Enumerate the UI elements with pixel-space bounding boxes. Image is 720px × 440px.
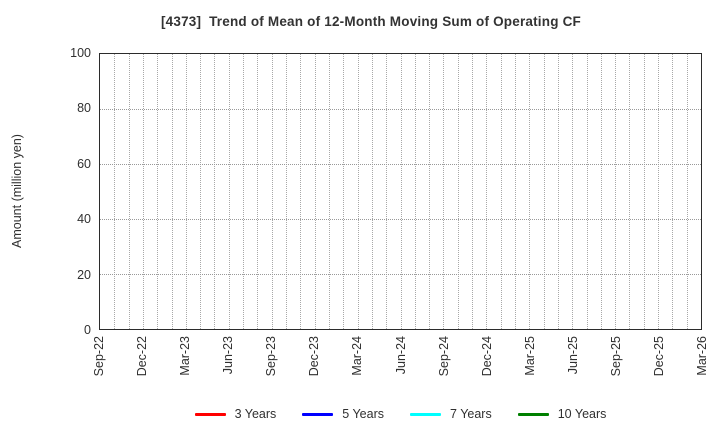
vertical-gridline: [314, 54, 316, 329]
vertical-gridline: [171, 54, 173, 329]
y-tick-label: 80: [77, 101, 91, 116]
y-tick-label: 20: [77, 267, 91, 282]
vertical-gridline: [386, 54, 388, 329]
legend-label: 10 Years: [557, 407, 607, 421]
legend: 3 Years 5 Years 7 Years 10 Years: [99, 404, 702, 424]
horizontal-gridline: [100, 274, 701, 275]
vertical-gridline: [643, 54, 645, 329]
y-tick-label: 40: [77, 212, 91, 227]
vertical-gridline: [586, 54, 588, 329]
vertical-gridline: [615, 54, 617, 329]
y-tick-label: 60: [77, 156, 91, 171]
horizontal-gridline: [100, 219, 701, 220]
y-tick-label: 0: [84, 323, 91, 337]
vertical-gridline: [557, 54, 559, 329]
vertical-gridline: [128, 54, 130, 329]
vertical-gridline: [429, 54, 431, 329]
vertical-gridline: [658, 54, 660, 329]
vertical-gridline: [472, 54, 474, 329]
x-tick-label: Mar-26: [695, 336, 709, 376]
legend-line-swatch: [410, 412, 442, 416]
x-tick-label: Jun-25: [565, 336, 580, 375]
vertical-gridline: [672, 54, 674, 329]
vertical-gridline: [157, 54, 159, 329]
vertical-gridline: [400, 54, 402, 329]
x-tick-label: Sep-24: [436, 336, 451, 377]
vertical-gridline: [228, 54, 230, 329]
vertical-gridline: [514, 54, 516, 329]
legend-line-swatch: [517, 412, 549, 416]
vertical-gridline: [271, 54, 273, 329]
vertical-gridline: [214, 54, 216, 329]
x-tick-label: Mar-23: [178, 336, 193, 376]
y-tick-label: 100: [70, 46, 91, 60]
vertical-gridline: [600, 54, 602, 329]
legend-line-swatch: [302, 412, 334, 416]
x-tick-label: Dec-23: [307, 336, 322, 377]
vertical-gridline: [443, 54, 445, 329]
chart-title: [4373] Trend of Mean of 12-Month Moving …: [160, 14, 581, 29]
vertical-gridline: [371, 54, 373, 329]
vertical-gridline: [686, 54, 688, 329]
vertical-gridline: [572, 54, 574, 329]
grid-layer: [100, 54, 701, 329]
x-tick-label: Sep-25: [608, 336, 623, 377]
vertical-gridline: [142, 54, 144, 329]
y-axis-label: Amount (million yen): [10, 134, 24, 248]
vertical-gridline: [500, 54, 502, 329]
legend-item: 3 Years: [194, 406, 277, 422]
vertical-gridline: [114, 54, 116, 329]
vertical-gridline: [328, 54, 330, 329]
vertical-gridline: [300, 54, 302, 329]
legend-label: 5 Years: [342, 407, 385, 421]
horizontal-gridline: [100, 164, 701, 165]
vertical-gridline: [414, 54, 416, 329]
vertical-gridline: [243, 54, 245, 329]
legend-line-swatch: [194, 412, 226, 416]
x-tick-label: Dec-22: [135, 336, 150, 377]
vertical-gridline: [286, 54, 288, 329]
x-tick-label: Mar-24: [350, 336, 365, 376]
vertical-gridline: [529, 54, 531, 329]
legend-label: 7 Years: [450, 407, 492, 421]
horizontal-gridline: [100, 109, 701, 110]
plot-area: [99, 53, 702, 330]
vertical-gridline: [457, 54, 459, 329]
legend-item: 5 Years: [302, 406, 384, 422]
legend-item: 7 Years: [410, 406, 492, 422]
x-tick-label: Dec-25: [651, 336, 666, 377]
x-tick-label: Mar-25: [522, 336, 537, 376]
legend-label: 3 Years: [234, 407, 277, 421]
vertical-gridline: [343, 54, 345, 329]
x-tick-label: Sep-22: [92, 336, 106, 377]
vertical-gridline: [357, 54, 359, 329]
x-tick-label: Sep-23: [264, 336, 279, 377]
vertical-gridline: [257, 54, 259, 329]
vertical-gridline: [185, 54, 187, 329]
vertical-gridline: [486, 54, 488, 329]
x-tick-label: Jun-24: [393, 336, 408, 375]
vertical-gridline: [629, 54, 631, 329]
vertical-gridline: [543, 54, 545, 329]
vertical-gridline: [200, 54, 202, 329]
x-tick-label: Jun-23: [221, 336, 236, 375]
legend-item: 10 Years: [517, 406, 607, 422]
x-tick-label: Dec-24: [479, 336, 494, 377]
